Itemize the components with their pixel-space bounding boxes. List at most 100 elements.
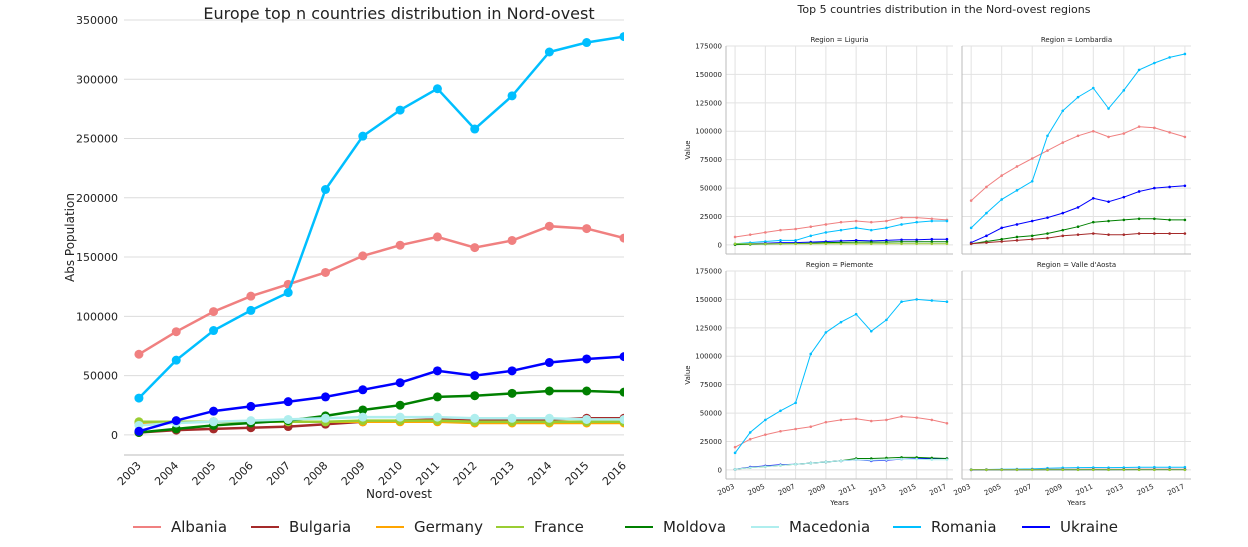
- facet-data-point: [1122, 89, 1126, 92]
- facet-data-point: [885, 458, 888, 461]
- facet-data-point: [1091, 197, 1095, 200]
- legend-item: France: [496, 512, 584, 542]
- facet-data-point: [985, 211, 988, 215]
- main-y-tick-label: 250000: [76, 133, 118, 146]
- facet-data-point: [1015, 165, 1019, 168]
- main-data-point: [395, 240, 405, 250]
- facet-data-point: [779, 429, 782, 433]
- main-x-axis-label: Nord-ovest: [366, 487, 432, 501]
- facet-data-point: [1153, 232, 1156, 235]
- facet-data-point: [1046, 236, 1049, 240]
- facet-data-point: [733, 451, 737, 455]
- facet-data-point: [824, 460, 828, 464]
- facet-data-point: [854, 226, 858, 230]
- main-series-line: [138, 224, 624, 356]
- main-data-point: [358, 405, 368, 415]
- facet-data-point: [748, 233, 752, 236]
- facet-y-tick-label: 125000: [695, 324, 722, 332]
- main-data-point: [507, 388, 517, 398]
- facet-x-tick-label: 2009: [807, 483, 827, 498]
- facet-data-point: [930, 237, 934, 241]
- facet-data-point: [1107, 135, 1110, 139]
- facet-panel-title: Region = Piemonte: [806, 261, 873, 269]
- facet-data-point: [794, 242, 797, 246]
- main-y-tick-label: 150000: [76, 251, 118, 264]
- main-data-point: [209, 417, 219, 427]
- facet-data-point: [945, 458, 949, 461]
- facet-series-line: [970, 126, 1186, 201]
- facet-data-point: [764, 465, 767, 468]
- facet-y-tick-label: 25000: [700, 438, 722, 446]
- facet-x-tick-label: 2015: [898, 483, 918, 498]
- facet-data-point: [985, 185, 988, 189]
- facet-data-point: [900, 242, 903, 246]
- facet-data-point: [1168, 468, 1171, 472]
- facet-data-point: [969, 199, 973, 202]
- facet-data-point: [854, 242, 858, 246]
- facet-x-tick-label: 2017: [928, 483, 948, 498]
- legend-label: Germany: [414, 518, 483, 536]
- main-y-tick-label: 0: [111, 429, 118, 442]
- main-data-point: [395, 400, 405, 410]
- facet-panel-title: Region = Lombardia: [1041, 36, 1112, 44]
- main-series-line: [138, 35, 624, 399]
- main-data-point: [395, 412, 405, 422]
- facet-data-point: [930, 458, 934, 461]
- facet-data-point: [779, 242, 782, 246]
- facet-data-point: [809, 242, 813, 246]
- facet-data-point: [748, 242, 752, 246]
- facet-data-point: [1183, 465, 1187, 469]
- facet-data-point: [930, 299, 934, 302]
- facet-x-tick-label: 2003: [716, 483, 736, 498]
- facet-data-point: [1183, 135, 1187, 139]
- facet-x-tick-label: 2013: [868, 483, 888, 498]
- facet-data-point: [945, 237, 949, 241]
- main-data-point: [320, 413, 330, 423]
- facet-data-point: [1000, 468, 1003, 472]
- facet-data-point: [1153, 465, 1156, 469]
- main-data-point: [134, 426, 144, 436]
- facet-data-point: [869, 458, 873, 462]
- main-data-point: [507, 91, 517, 101]
- facet-data-point: [985, 234, 988, 238]
- facet-data-point: [839, 242, 843, 246]
- facet-data-point: [1030, 179, 1034, 183]
- facet-data-point: [794, 427, 797, 431]
- facet-data-point: [854, 219, 858, 223]
- facet-data-point: [1030, 234, 1034, 238]
- facet-x-tick-label: 2007: [777, 483, 797, 498]
- facet-data-point: [809, 225, 813, 229]
- facet-data-point: [1000, 226, 1003, 230]
- main-data-point: [358, 251, 368, 261]
- legend-label: Romania: [931, 518, 997, 536]
- main-data-point: [544, 47, 554, 57]
- main-data-point: [470, 124, 480, 134]
- main-data-point: [582, 414, 592, 424]
- facet-data-point: [1137, 232, 1141, 235]
- facet-data-point: [945, 242, 949, 246]
- facet-x-tick-label: 2003: [952, 483, 972, 498]
- facet-data-point: [1030, 237, 1034, 241]
- facet-data-point: [1153, 126, 1156, 130]
- facet-data-point: [885, 226, 888, 230]
- legend-label: Macedonia: [789, 518, 871, 536]
- facet-data-point: [733, 242, 737, 246]
- facet-data-point: [779, 464, 782, 467]
- facet-data-point: [900, 216, 903, 219]
- facet-data-point: [869, 242, 873, 246]
- facet-data-point: [930, 219, 934, 223]
- facet-y-axis-label: Value: [684, 365, 692, 384]
- facet-data-point: [1046, 232, 1049, 235]
- main-data-point: [134, 349, 144, 359]
- facet-data-point: [1076, 233, 1080, 236]
- legend-item: Moldova: [625, 512, 726, 542]
- facet-y-tick-label: 150000: [695, 296, 722, 304]
- main-x-tick-label: 2016: [600, 459, 629, 488]
- main-data-point: [544, 221, 554, 231]
- facet-data-point: [794, 462, 797, 466]
- facet-data-point: [1107, 233, 1110, 236]
- facet-x-tick-label: 2005: [747, 483, 767, 498]
- facet-data-point: [969, 468, 973, 472]
- facet-data-point: [794, 227, 797, 231]
- legend-item: Albania: [133, 512, 227, 542]
